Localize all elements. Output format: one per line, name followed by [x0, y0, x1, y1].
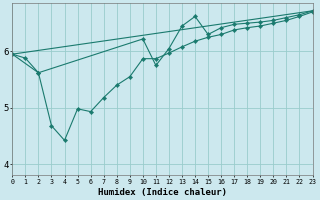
- X-axis label: Humidex (Indice chaleur): Humidex (Indice chaleur): [98, 188, 227, 197]
